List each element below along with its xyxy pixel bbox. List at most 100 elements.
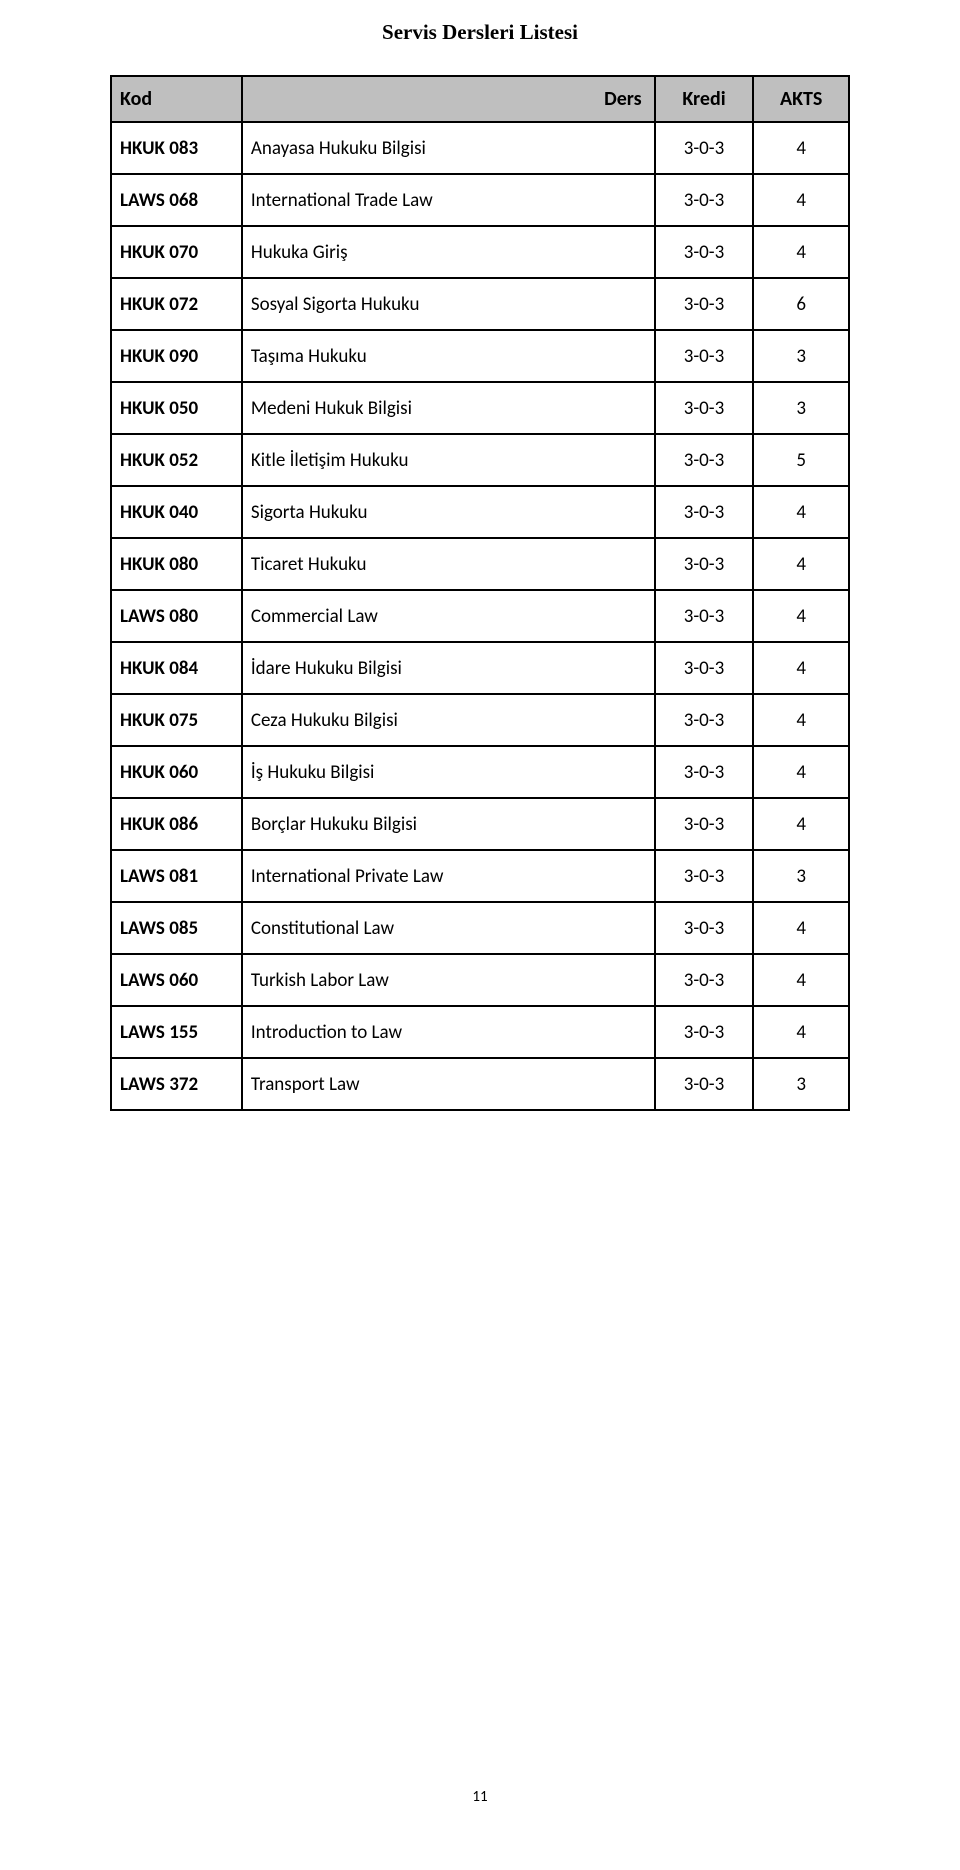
cell-kod: LAWS 068 bbox=[111, 174, 242, 226]
table-row: LAWS 372Transport Law3-0-33 bbox=[111, 1058, 849, 1110]
cell-kod: HKUK 052 bbox=[111, 434, 242, 486]
cell-akts: 4 bbox=[753, 122, 849, 174]
cell-kod: HKUK 075 bbox=[111, 694, 242, 746]
cell-kod: HKUK 050 bbox=[111, 382, 242, 434]
cell-akts: 4 bbox=[753, 1006, 849, 1058]
cell-akts: 4 bbox=[753, 902, 849, 954]
cell-ders: Ceza Hukuku Bilgisi bbox=[242, 694, 655, 746]
table-row: LAWS 068International Trade Law3-0-34 bbox=[111, 174, 849, 226]
cell-akts: 4 bbox=[753, 642, 849, 694]
cell-kredi: 3-0-3 bbox=[655, 798, 754, 850]
cell-ders: Medeni Hukuk Bilgisi bbox=[242, 382, 655, 434]
table-row: HKUK 070Hukuka Giriş3-0-34 bbox=[111, 226, 849, 278]
cell-kod: HKUK 040 bbox=[111, 486, 242, 538]
cell-kod: HKUK 084 bbox=[111, 642, 242, 694]
cell-kredi: 3-0-3 bbox=[655, 434, 754, 486]
cell-kod: HKUK 090 bbox=[111, 330, 242, 382]
cell-ders: Constitutional Law bbox=[242, 902, 655, 954]
cell-kredi: 3-0-3 bbox=[655, 1006, 754, 1058]
cell-ders: Introduction to Law bbox=[242, 1006, 655, 1058]
cell-ders: Borçlar Hukuku Bilgisi bbox=[242, 798, 655, 850]
cell-kredi: 3-0-3 bbox=[655, 122, 754, 174]
table-body: HKUK 083Anayasa Hukuku Bilgisi3-0-34LAWS… bbox=[111, 122, 849, 1110]
table-row: HKUK 050Medeni Hukuk Bilgisi3-0-33 bbox=[111, 382, 849, 434]
table-row: HKUK 083Anayasa Hukuku Bilgisi3-0-34 bbox=[111, 122, 849, 174]
cell-akts: 4 bbox=[753, 538, 849, 590]
cell-kredi: 3-0-3 bbox=[655, 382, 754, 434]
cell-kredi: 3-0-3 bbox=[655, 174, 754, 226]
cell-akts: 4 bbox=[753, 226, 849, 278]
cell-kod: LAWS 155 bbox=[111, 1006, 242, 1058]
cell-kredi: 3-0-3 bbox=[655, 330, 754, 382]
cell-ders: Sigorta Hukuku bbox=[242, 486, 655, 538]
cell-kredi: 3-0-3 bbox=[655, 590, 754, 642]
table-row: HKUK 040Sigorta Hukuku3-0-34 bbox=[111, 486, 849, 538]
cell-akts: 4 bbox=[753, 590, 849, 642]
table-row: HKUK 090Taşıma Hukuku3-0-33 bbox=[111, 330, 849, 382]
table-row: HKUK 060İş Hukuku Bilgisi3-0-34 bbox=[111, 746, 849, 798]
cell-kod: HKUK 086 bbox=[111, 798, 242, 850]
table-row: LAWS 080Commercial Law3-0-34 bbox=[111, 590, 849, 642]
cell-kod: HKUK 072 bbox=[111, 278, 242, 330]
cell-akts: 4 bbox=[753, 746, 849, 798]
cell-kredi: 3-0-3 bbox=[655, 642, 754, 694]
table-row: HKUK 072Sosyal Sigorta Hukuku3-0-36 bbox=[111, 278, 849, 330]
cell-ders: Commercial Law bbox=[242, 590, 655, 642]
cell-kredi: 3-0-3 bbox=[655, 538, 754, 590]
cell-akts: 3 bbox=[753, 850, 849, 902]
table-header-row: Kod Ders Kredi AKTS bbox=[111, 76, 849, 122]
table-row: LAWS 085Constitutional Law3-0-34 bbox=[111, 902, 849, 954]
cell-ders: Kitle İletişim Hukuku bbox=[242, 434, 655, 486]
cell-ders: Sosyal Sigorta Hukuku bbox=[242, 278, 655, 330]
cell-kredi: 3-0-3 bbox=[655, 954, 754, 1006]
cell-akts: 3 bbox=[753, 382, 849, 434]
cell-kredi: 3-0-3 bbox=[655, 1058, 754, 1110]
table-row: HKUK 075Ceza Hukuku Bilgisi3-0-34 bbox=[111, 694, 849, 746]
cell-akts: 6 bbox=[753, 278, 849, 330]
cell-kod: LAWS 080 bbox=[111, 590, 242, 642]
col-header-kod: Kod bbox=[111, 76, 242, 122]
cell-kredi: 3-0-3 bbox=[655, 278, 754, 330]
cell-kredi: 3-0-3 bbox=[655, 850, 754, 902]
cell-akts: 5 bbox=[753, 434, 849, 486]
table-row: HKUK 052Kitle İletişim Hukuku3-0-35 bbox=[111, 434, 849, 486]
cell-akts: 4 bbox=[753, 954, 849, 1006]
cell-ders: İdare Hukuku Bilgisi bbox=[242, 642, 655, 694]
cell-akts: 3 bbox=[753, 330, 849, 382]
cell-akts: 4 bbox=[753, 486, 849, 538]
table-row: LAWS 155Introduction to Law3-0-34 bbox=[111, 1006, 849, 1058]
page-number: 11 bbox=[0, 1788, 960, 1806]
cell-ders: Turkish Labor Law bbox=[242, 954, 655, 1006]
cell-kredi: 3-0-3 bbox=[655, 226, 754, 278]
cell-akts: 4 bbox=[753, 694, 849, 746]
document-page: Servis Dersleri Listesi Kod Ders Kredi A… bbox=[0, 0, 960, 1870]
cell-kod: HKUK 083 bbox=[111, 122, 242, 174]
cell-kod: HKUK 080 bbox=[111, 538, 242, 590]
cell-ders: İş Hukuku Bilgisi bbox=[242, 746, 655, 798]
cell-kod: LAWS 060 bbox=[111, 954, 242, 1006]
table-row: HKUK 080Ticaret Hukuku3-0-34 bbox=[111, 538, 849, 590]
cell-ders: Taşıma Hukuku bbox=[242, 330, 655, 382]
cell-ders: Hukuka Giriş bbox=[242, 226, 655, 278]
table-row: HKUK 084İdare Hukuku Bilgisi3-0-34 bbox=[111, 642, 849, 694]
cell-kredi: 3-0-3 bbox=[655, 902, 754, 954]
cell-kredi: 3-0-3 bbox=[655, 694, 754, 746]
cell-kod: LAWS 372 bbox=[111, 1058, 242, 1110]
table-row: LAWS 060Turkish Labor Law3-0-34 bbox=[111, 954, 849, 1006]
cell-kod: HKUK 060 bbox=[111, 746, 242, 798]
col-header-kredi: Kredi bbox=[655, 76, 754, 122]
page-title: Servis Dersleri Listesi bbox=[110, 20, 850, 45]
cell-ders: Ticaret Hukuku bbox=[242, 538, 655, 590]
course-table: Kod Ders Kredi AKTS HKUK 083Anayasa Huku… bbox=[110, 75, 850, 1111]
cell-kredi: 3-0-3 bbox=[655, 746, 754, 798]
col-header-ders: Ders bbox=[242, 76, 655, 122]
table-row: LAWS 081International Private Law3-0-33 bbox=[111, 850, 849, 902]
cell-akts: 4 bbox=[753, 798, 849, 850]
cell-kredi: 3-0-3 bbox=[655, 486, 754, 538]
cell-ders: International Trade Law bbox=[242, 174, 655, 226]
cell-ders: Transport Law bbox=[242, 1058, 655, 1110]
cell-ders: Anayasa Hukuku Bilgisi bbox=[242, 122, 655, 174]
col-header-akts: AKTS bbox=[753, 76, 849, 122]
cell-akts: 4 bbox=[753, 174, 849, 226]
cell-kod: LAWS 081 bbox=[111, 850, 242, 902]
